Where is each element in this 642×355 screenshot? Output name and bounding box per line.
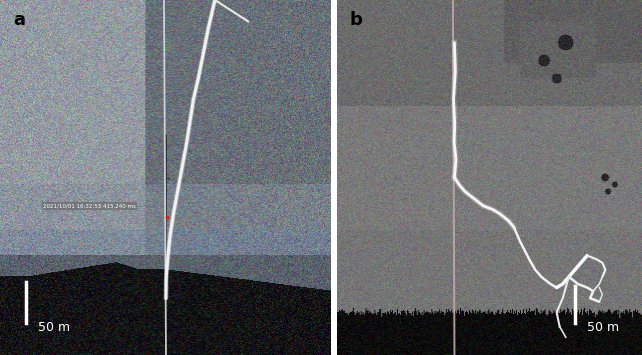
Text: b: b [349, 11, 362, 29]
Text: a: a [13, 11, 25, 29]
Text: 50 m: 50 m [38, 321, 70, 334]
Text: 50 m: 50 m [587, 321, 620, 334]
Text: 2021/10/01 16:32:53.415.240 ms: 2021/10/01 16:32:53.415.240 ms [43, 203, 136, 208]
